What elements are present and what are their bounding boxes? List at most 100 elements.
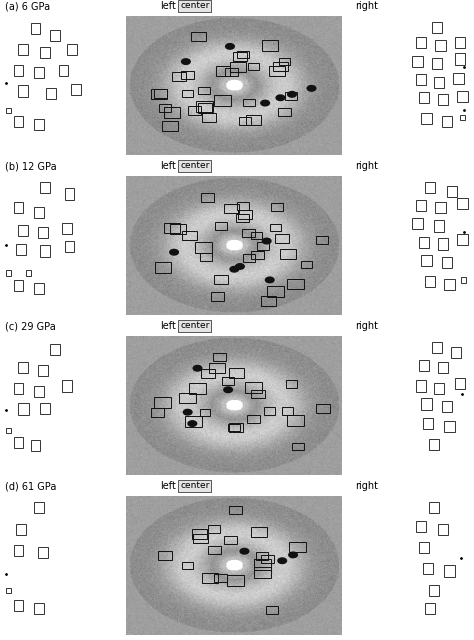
Bar: [254, 559, 271, 570]
Bar: [225, 204, 239, 213]
Bar: [216, 67, 230, 76]
Bar: [50, 344, 60, 355]
Bar: [18, 362, 28, 374]
Bar: [34, 603, 44, 614]
Bar: [209, 363, 225, 373]
Bar: [419, 542, 429, 553]
Bar: [71, 84, 81, 95]
Circle shape: [182, 59, 190, 65]
Bar: [455, 37, 465, 48]
Bar: [273, 61, 288, 71]
Bar: [412, 56, 422, 67]
Bar: [200, 253, 212, 261]
Bar: [201, 113, 216, 122]
Text: (c) 29 GPa: (c) 29 GPa: [5, 321, 55, 332]
Circle shape: [226, 44, 234, 49]
Text: center: center: [180, 161, 210, 170]
Bar: [429, 502, 439, 513]
Text: (a) 6 GPa: (a) 6 GPa: [5, 1, 50, 12]
Text: (b) 12 GPa: (b) 12 GPa: [5, 161, 56, 172]
Bar: [419, 237, 429, 248]
Bar: [34, 119, 44, 130]
Text: center: center: [180, 321, 210, 330]
Bar: [287, 415, 304, 426]
Bar: [265, 606, 278, 614]
Bar: [229, 506, 242, 514]
Bar: [292, 443, 304, 451]
Bar: [16, 524, 26, 535]
Bar: [64, 241, 74, 252]
Bar: [316, 404, 330, 413]
Bar: [455, 378, 465, 388]
Bar: [214, 574, 227, 582]
Bar: [215, 222, 227, 230]
Bar: [195, 242, 212, 253]
Bar: [237, 214, 249, 223]
Bar: [182, 231, 197, 241]
Bar: [200, 409, 210, 416]
Bar: [211, 292, 224, 301]
Bar: [442, 401, 452, 412]
Bar: [172, 72, 185, 81]
Bar: [34, 386, 44, 397]
Bar: [419, 360, 429, 371]
Bar: [214, 95, 231, 106]
Bar: [59, 65, 68, 76]
Bar: [457, 198, 468, 209]
Circle shape: [188, 420, 197, 426]
Text: (d) 61 GPa: (d) 61 GPa: [5, 481, 56, 492]
Bar: [31, 23, 40, 34]
Bar: [429, 439, 439, 450]
Bar: [237, 202, 249, 210]
Text: left: left: [160, 481, 176, 492]
Bar: [457, 234, 468, 245]
Bar: [282, 408, 293, 415]
Circle shape: [230, 266, 238, 272]
Bar: [271, 203, 283, 211]
Bar: [14, 116, 23, 127]
Bar: [416, 521, 427, 532]
Bar: [34, 67, 44, 79]
Bar: [431, 342, 442, 353]
Bar: [278, 108, 291, 116]
Bar: [202, 573, 218, 582]
Bar: [412, 218, 422, 228]
Bar: [434, 383, 445, 394]
Bar: [455, 54, 465, 65]
Bar: [189, 383, 206, 394]
Bar: [155, 262, 172, 273]
Bar: [251, 251, 264, 259]
Circle shape: [278, 558, 287, 563]
Bar: [179, 393, 196, 403]
Bar: [285, 380, 297, 387]
Bar: [201, 193, 214, 202]
Bar: [442, 257, 452, 268]
Bar: [151, 89, 166, 99]
Bar: [40, 403, 50, 414]
Bar: [419, 92, 429, 104]
Bar: [34, 502, 44, 513]
Bar: [31, 440, 40, 451]
Bar: [34, 207, 44, 218]
Circle shape: [236, 264, 244, 269]
Bar: [422, 418, 433, 429]
Bar: [208, 545, 221, 554]
Bar: [40, 182, 50, 193]
Bar: [228, 424, 240, 431]
Bar: [285, 92, 297, 100]
Text: right: right: [356, 321, 379, 332]
Bar: [270, 224, 281, 231]
Bar: [438, 94, 448, 105]
Bar: [64, 189, 74, 200]
Bar: [162, 121, 178, 131]
Bar: [62, 223, 72, 234]
Bar: [6, 108, 11, 113]
Bar: [225, 68, 238, 76]
Bar: [316, 236, 328, 244]
Bar: [425, 182, 436, 193]
Bar: [198, 86, 210, 94]
Bar: [436, 202, 446, 214]
Bar: [281, 249, 296, 259]
Bar: [164, 223, 180, 234]
Bar: [457, 91, 468, 102]
